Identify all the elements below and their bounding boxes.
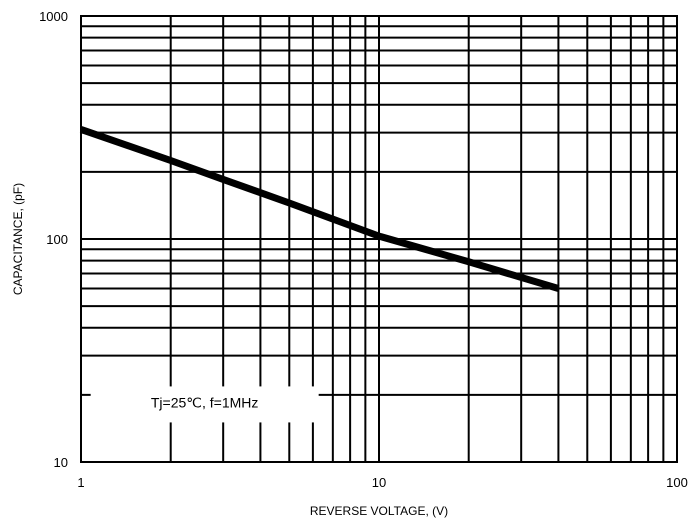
series-line-0 [79, 126, 560, 292]
annotation-text: Tj=25℃, f=1MHz [151, 394, 259, 410]
annotation-background [90, 386, 319, 423]
x-axis-label: REVERSE VOLTAGE, (V) [310, 504, 448, 518]
x-tick-label: 100 [666, 475, 688, 490]
x-tick-label: 1 [77, 475, 84, 490]
series-group [79, 126, 560, 292]
x-tick-label: 10 [372, 475, 386, 490]
x-tick-labels: 1 10 100 [77, 475, 687, 490]
plot-frame [80, 15, 678, 463]
grid-lines [81, 16, 677, 462]
y-tick-label: 100 [46, 232, 68, 247]
y-tick-labels: 10 100 1000 [39, 9, 68, 470]
y-tick-label: 10 [54, 455, 68, 470]
y-tick-label: 1000 [39, 9, 68, 24]
y-axis-label: CAPACITANCE, (pF) [11, 183, 25, 295]
